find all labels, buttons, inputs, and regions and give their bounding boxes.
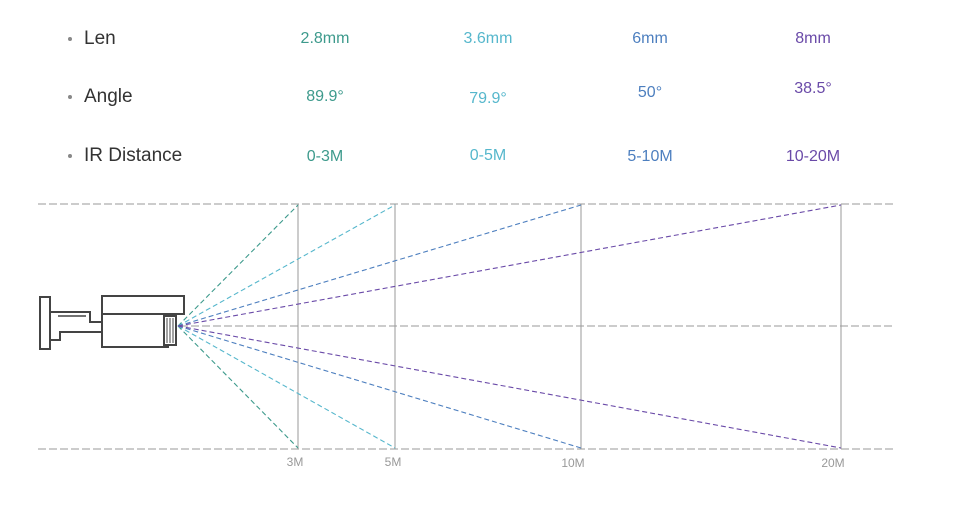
ir-value-3: 5-10M bbox=[627, 148, 673, 165]
ir-value-4: 10-20M bbox=[785, 148, 841, 165]
angle-value-2: 79.9° bbox=[469, 90, 507, 107]
bullet-camera-icon bbox=[39, 295, 185, 350]
bullet-icon bbox=[68, 95, 72, 99]
len-value-4: 8mm bbox=[795, 30, 831, 47]
beam-3.6mm-lower bbox=[177, 325, 396, 449]
beam-8mm-upper bbox=[177, 204, 842, 327]
beam-3.6mm-upper bbox=[177, 204, 396, 327]
distance-label-5m: 5M bbox=[385, 455, 402, 469]
beam-6mm-lower bbox=[177, 325, 582, 449]
ir-value-2: 0-5M bbox=[469, 147, 507, 164]
beam-2.8mm-lower bbox=[177, 325, 299, 449]
bullet-icon bbox=[68, 154, 72, 158]
angle-value-1: 89.9° bbox=[306, 88, 344, 105]
spec-label-angle: Angle bbox=[68, 86, 133, 108]
spec-label-len: Len bbox=[68, 28, 116, 50]
distance-label-3m: 3M bbox=[287, 455, 304, 469]
len-value-3: 6mm bbox=[632, 30, 668, 47]
angle-value-4: 38.5° bbox=[794, 80, 832, 97]
len-value-1: 2.8mm bbox=[300, 30, 350, 47]
beam-8mm-lower bbox=[177, 325, 842, 449]
distance-label-20m: 20M bbox=[821, 456, 844, 470]
distance-label-10m: 10M bbox=[561, 456, 584, 470]
angle-value-3: 50° bbox=[637, 84, 663, 101]
bullet-icon bbox=[68, 37, 72, 41]
spec-label-ir-distance: IR Distance bbox=[68, 145, 182, 167]
ir-value-1: 0-3M bbox=[306, 148, 344, 165]
beam-6mm-upper bbox=[177, 204, 582, 327]
beam-2.8mm-upper bbox=[177, 204, 299, 327]
len-value-2: 3.6mm bbox=[463, 30, 513, 47]
